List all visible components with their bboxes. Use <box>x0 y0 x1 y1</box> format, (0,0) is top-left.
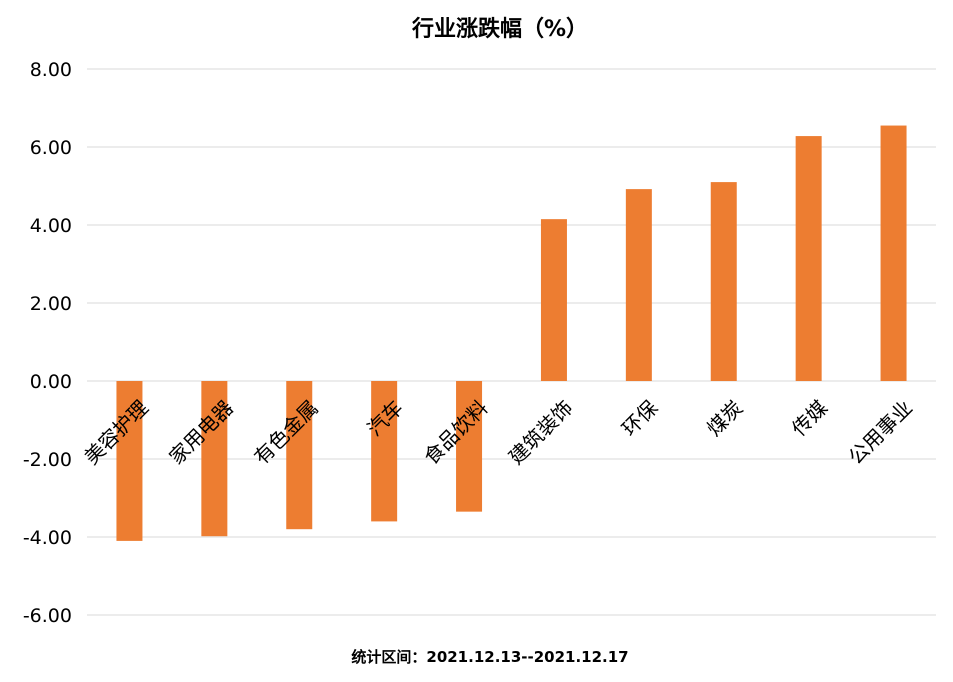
bar <box>456 381 483 512</box>
y-axis-tick-labels: 8.00 6.00 4.00 2.00 0.00 -2.00 -4.00 -6.00 <box>23 59 72 627</box>
bar <box>795 136 822 381</box>
bar <box>880 125 907 381</box>
y-tick-label: 4.00 <box>30 215 72 237</box>
x-category-label: 建筑装饰 <box>504 396 578 470</box>
y-tick-label: 2.00 <box>30 293 72 315</box>
x-category-label: 汽车 <box>362 396 407 441</box>
bar <box>116 381 143 541</box>
x-category-label: 煤炭 <box>702 396 747 441</box>
bar <box>540 219 567 381</box>
bar <box>371 381 398 522</box>
y-tick-label: 0.00 <box>30 371 72 393</box>
y-tick-label: -4.00 <box>23 527 72 549</box>
y-tick-label: -2.00 <box>23 449 72 471</box>
bar <box>625 189 652 381</box>
x-category-label: 公用事业 <box>844 396 918 470</box>
bar <box>710 182 737 381</box>
y-tick-label: 8.00 <box>30 59 72 81</box>
bar <box>286 381 313 530</box>
gridlines <box>87 68 936 616</box>
chart-title: 行业涨跌幅（%） <box>411 16 588 42</box>
y-tick-label: 6.00 <box>30 137 72 159</box>
x-category-label: 环保 <box>617 396 662 441</box>
date-range-footnote: 统计区间：2021.12.13--2021.12.17 <box>351 648 628 666</box>
y-tick-label: -6.00 <box>23 605 72 627</box>
bars <box>116 125 907 541</box>
x-category-label: 传媒 <box>787 396 832 441</box>
bar <box>201 381 228 537</box>
